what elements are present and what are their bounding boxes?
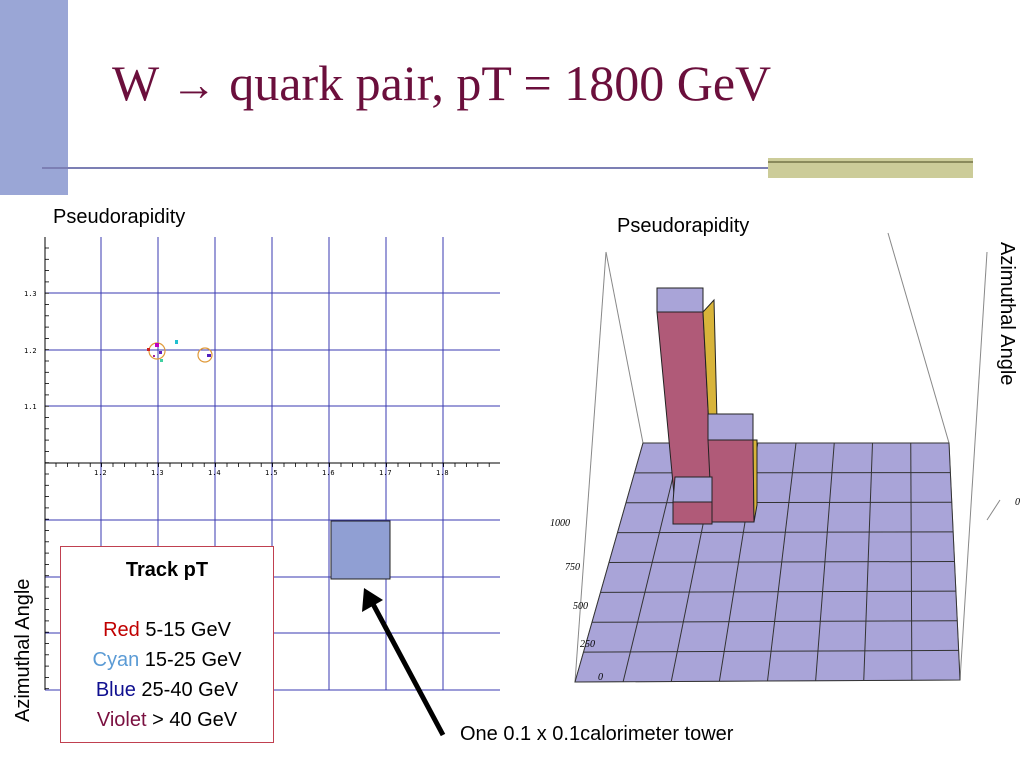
slide-accent-bar bbox=[0, 0, 68, 195]
floor-grid-line bbox=[608, 561, 955, 563]
title-divider bbox=[42, 167, 972, 169]
track-hit bbox=[175, 340, 178, 344]
legend-range: 5-15 GeV bbox=[145, 619, 231, 641]
lego-tower-front bbox=[672, 476, 713, 525]
z-tick-label: 1000 bbox=[550, 518, 570, 529]
x-tick-label: 1.6 bbox=[322, 469, 335, 477]
y-tick-label: 1.3 bbox=[24, 290, 37, 298]
x-tick-label: 1.2 bbox=[94, 469, 107, 477]
right-arrow-icon: → bbox=[170, 59, 217, 110]
legend-color-word: Red bbox=[103, 619, 140, 641]
z-tick-label: 250 bbox=[580, 639, 595, 650]
track-hit bbox=[155, 343, 159, 347]
x-tick-label: 1.4 bbox=[208, 469, 221, 477]
legend-range: 15-25 GeV bbox=[144, 649, 242, 671]
z-tick-label: 500 bbox=[573, 601, 588, 612]
x-tick-label: 1.8 bbox=[436, 469, 449, 477]
x-tick-label: 1.7 bbox=[379, 469, 392, 477]
calorimeter-annotation: One 0.1 x 0.1calorimeter tower bbox=[460, 723, 734, 745]
x-tick-label: 1.3 bbox=[151, 469, 164, 477]
left-plot-xlabel: Pseudorapidity bbox=[53, 206, 186, 228]
legend-item: Violet > 40 GeV bbox=[61, 705, 273, 735]
calorimeter-tower-cell bbox=[330, 520, 391, 580]
track-hit bbox=[147, 348, 150, 351]
track-pt-legend: Track pT Red 5-15 GeV Cyan 15-25 GeV Blu… bbox=[60, 546, 274, 743]
title-divider-accent bbox=[768, 158, 973, 178]
lego-tower-short bbox=[707, 413, 758, 523]
legend-range: > 40 GeV bbox=[152, 709, 238, 731]
legend-range: 25-40 GeV bbox=[141, 679, 239, 701]
legend-color-word: Cyan bbox=[92, 649, 140, 671]
right-plot-xlabel: Pseudorapidity bbox=[617, 215, 750, 237]
z-tick-label: 750 bbox=[565, 562, 580, 573]
z-tick-label: 0 bbox=[598, 672, 603, 683]
floor-grid-line bbox=[600, 590, 956, 593]
x-tick-label: 1.5 bbox=[265, 469, 278, 477]
title-prefix: W bbox=[112, 55, 159, 111]
floor-grid-line bbox=[591, 620, 958, 623]
title-rest: quark pair, pT = 1800 GeV bbox=[229, 55, 772, 111]
legend-title: Track pT bbox=[125, 559, 209, 581]
track-hit bbox=[159, 351, 162, 354]
y-tick-label: 1.1 bbox=[24, 403, 37, 411]
y-tick-label: 1.2 bbox=[24, 347, 37, 355]
floor-grid-line bbox=[583, 649, 959, 653]
track-hit bbox=[207, 354, 211, 357]
floor-grid-line bbox=[617, 531, 954, 534]
slide-title: W → quark pair, pT = 1800 GeV bbox=[112, 58, 771, 108]
legend-item: Blue 25-40 GeV bbox=[61, 675, 273, 705]
left-minor-ticks bbox=[45, 247, 490, 690]
legend-color-word: Violet bbox=[96, 709, 147, 731]
annotation-arrow bbox=[362, 588, 446, 737]
track-hits bbox=[147, 340, 213, 363]
legend-item: Red 5-15 GeV bbox=[61, 615, 273, 645]
track-cluster-ring bbox=[197, 347, 213, 363]
side-tick-label: 0 bbox=[1015, 497, 1020, 508]
track-hit bbox=[160, 359, 163, 362]
legend-item: Cyan 15-25 GeV bbox=[61, 645, 273, 675]
legend-color-word: Blue bbox=[95, 679, 136, 701]
track-hit bbox=[153, 355, 155, 357]
